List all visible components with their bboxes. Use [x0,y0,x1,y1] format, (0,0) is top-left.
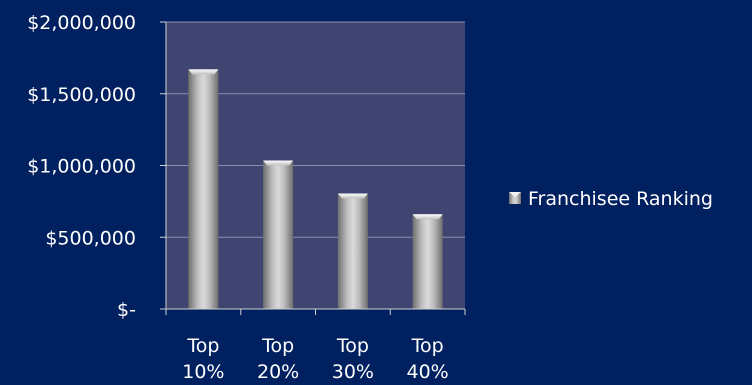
bar [337,193,368,309]
legend: Franchisee Ranking [509,188,713,210]
bar-cap [412,214,443,220]
bar [412,214,443,309]
x-axis-category-labels: Top 10% Top 20% Top 30% Top 40% [182,335,448,383]
bar-body [412,214,443,309]
legend-swatch-icon [509,192,521,204]
bar [188,69,219,309]
y-tick-label: $500,000 [45,227,136,249]
y-tick-label: $1,500,000 [27,84,136,106]
bar-cap [337,193,368,199]
y-tick-label: $1,000,000 [27,156,136,178]
x-category-label: 30% [332,361,374,383]
x-category-label: Top [186,335,219,357]
y-tick-label: $2,000,000 [27,12,136,34]
legend-label: Franchisee Ranking [528,188,713,210]
x-category-label: Top [411,335,444,357]
y-tick-label: $- [117,299,136,321]
bar [263,160,294,309]
bar-body [263,160,294,309]
x-category-label: 20% [257,361,299,383]
bar-series [188,69,443,309]
bar-body [188,69,219,309]
bar-body [337,193,368,309]
x-category-label: Top [261,335,294,357]
bar-cap [188,69,219,75]
x-category-label: 40% [407,361,449,383]
y-axis-tick-labels: $2,000,000 $1,500,000 $1,000,000 $500,000 $- [27,12,166,321]
x-category-label: Top [336,335,369,357]
x-category-label: 10% [182,361,224,383]
bar-cap [263,160,294,166]
